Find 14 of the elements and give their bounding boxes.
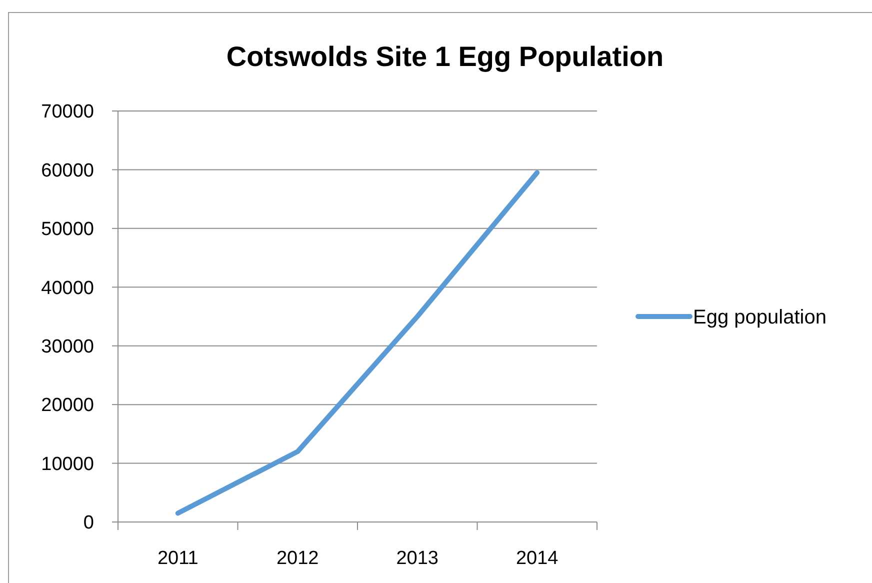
chart-title: Cotswolds Site 1 Egg Population xyxy=(226,41,664,72)
legend-label: Egg population xyxy=(693,306,826,328)
x-tick-label: 2012 xyxy=(276,548,319,569)
y-tick-label: 60000 xyxy=(41,160,94,182)
x-tick-label: 2014 xyxy=(516,548,559,569)
y-tick-label: 0 xyxy=(83,512,94,534)
y-tick-label: 20000 xyxy=(41,395,94,416)
y-tick-label: 30000 xyxy=(41,336,94,358)
x-tick-label: 2013 xyxy=(396,548,439,569)
y-tick-label: 70000 xyxy=(41,102,94,123)
y-tick-label: 10000 xyxy=(41,454,94,475)
y-tick-label: 40000 xyxy=(41,278,94,299)
y-tick-label: 50000 xyxy=(41,219,94,240)
x-tick-label: 2011 xyxy=(157,548,198,569)
